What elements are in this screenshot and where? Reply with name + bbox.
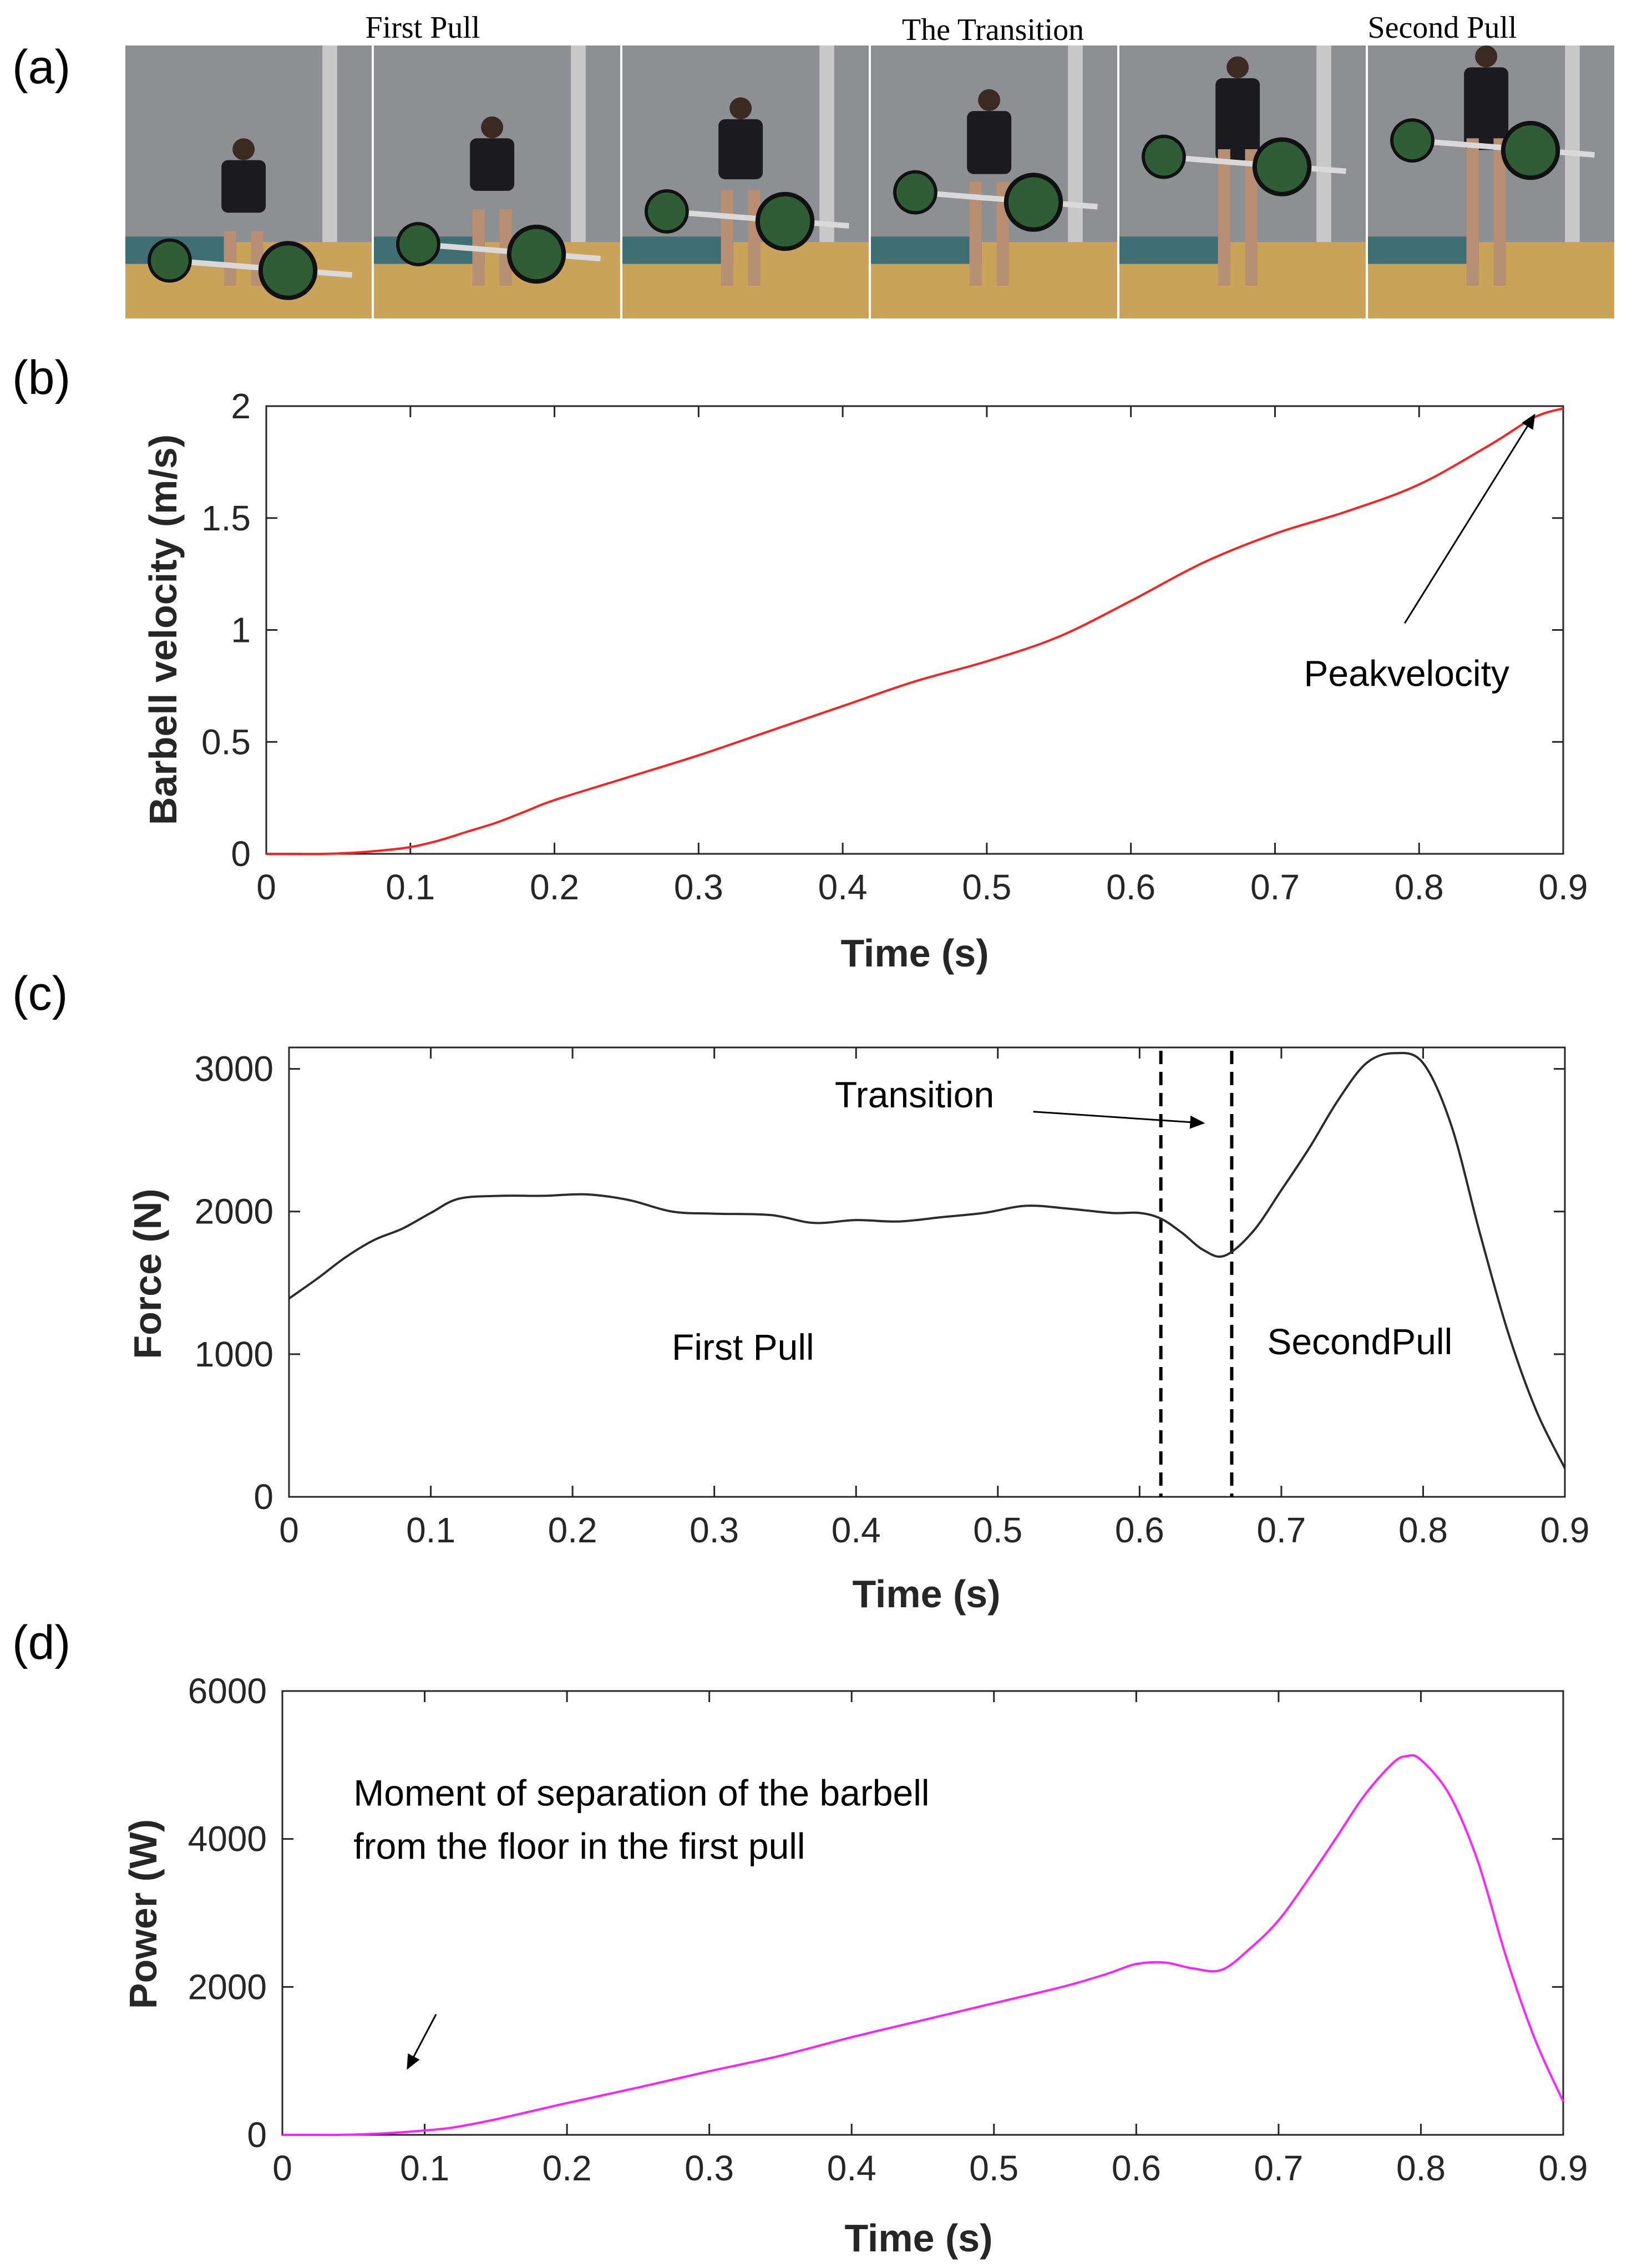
force-x-tick-label: 0.8: [1398, 1510, 1448, 1550]
power-x-tick-label: 0.2: [543, 2148, 592, 2188]
panel-label-a: (a): [12, 40, 70, 94]
force-y-tick-label: 3000: [195, 1049, 273, 1089]
photo-frame: [1119, 45, 1366, 318]
force-x-tick-label: 0.5: [973, 1510, 1022, 1550]
force-y-tick-label: 0: [254, 1477, 273, 1517]
photo-frame: [622, 45, 869, 318]
power-x-tick-label: 0: [272, 2148, 292, 2188]
power-y-axis-label: Power (W): [121, 1819, 165, 2009]
separation-arrow: [407, 2013, 437, 2070]
power-x-tick-label: 0.9: [1539, 2148, 1588, 2188]
force-y-tick-label: 2000: [195, 1192, 273, 1232]
power-chart: 0 0.1 0.2 0.3 0.4 0.5 0.6 0.7 0.8 0.9 0 2000 4000 600…: [121, 1671, 1588, 2260]
power-x-tick-label: 0.5: [969, 2148, 1018, 2188]
separation-label-line-1: Moment of separation of the barbell: [353, 1773, 929, 1814]
force-x-tick-label: 0.9: [1540, 1510, 1590, 1550]
panel-label-c: (c): [12, 967, 68, 1020]
separation-label-line-2: from the floor in the first pull: [353, 1826, 805, 1867]
force-x-tick-label: 0.3: [690, 1510, 739, 1550]
force-series-line: [288, 1052, 1566, 1469]
force-x-tick-label: 0.7: [1256, 1510, 1306, 1550]
power-y-tick-label: 6000: [188, 1671, 267, 1711]
photo-frame: [374, 45, 620, 318]
velocity-x-tick-label: 0.3: [674, 867, 723, 907]
photo-frame: [125, 45, 372, 318]
velocity-y-tick-label: 1: [231, 610, 251, 650]
power-x-tick-label: 0.3: [685, 2148, 734, 2188]
velocity-x-tick-label: 0.5: [962, 867, 1011, 907]
velocity-x-tick-label: 0.8: [1395, 867, 1444, 907]
photo-strip: First Pull The Transition Second Pull: [125, 11, 1614, 318]
velocity-x-tick-label: 0.2: [530, 867, 579, 907]
first-pull-label: First Pull: [672, 1327, 814, 1368]
velocity-chart: 0 0.1 0.2 0.3 0.4 0.5 0.6 0.7 0.8 0.9 0 0.5 1 1.5 2 Pe…: [141, 386, 1588, 975]
photo-title-second-pull: Second Pull: [1367, 11, 1517, 45]
velocity-x-axis-label: Time (s): [840, 932, 989, 975]
photo-frame: [871, 45, 1117, 318]
velocity-y-tick-label: 2: [231, 386, 251, 426]
velocity-x-tick-label: 0: [256, 867, 276, 907]
peak-velocity-arrow: [1403, 413, 1535, 624]
force-x-axis-label: Time (s): [852, 1572, 1000, 1616]
velocity-y-tick-label: 0: [231, 834, 251, 874]
power-plot-frame: [281, 1690, 1564, 2136]
force-x-tick-label: 0.6: [1115, 1510, 1164, 1550]
force-x-tick-label: 0.2: [548, 1510, 597, 1550]
transition-arrow: [1033, 1111, 1205, 1129]
power-x-tick-label: 0.4: [827, 2148, 876, 2188]
photo-title-first-pull: First Pull: [366, 11, 480, 45]
panel-label-b: (b): [12, 351, 70, 404]
velocity-y-axis-label: Barbell velocity (m/s): [141, 434, 185, 825]
force-y-axis-label: Force (N): [126, 1188, 169, 1359]
force-x-tick-label: 0: [279, 1510, 299, 1550]
power-x-tick-label: 0.8: [1396, 2148, 1446, 2188]
force-x-tick-label: 0.4: [832, 1510, 881, 1550]
panel-label-d: (d): [12, 1616, 70, 1669]
power-y-tick-label: 0: [247, 2115, 267, 2155]
velocity-series-line: [266, 407, 1564, 855]
power-y-tick-label: 4000: [188, 1819, 267, 1859]
velocity-y-tick-label: 0.5: [201, 722, 251, 762]
power-x-tick-label: 0.7: [1254, 2148, 1303, 2188]
power-y-tick-label: 2000: [188, 1967, 267, 2007]
force-x-tick-label: 0.1: [406, 1510, 455, 1550]
peak-velocity-label: Peakvelocity: [1304, 652, 1509, 693]
power-x-axis-label: Time (s): [844, 2216, 992, 2260]
power-x-tick-label: 0.6: [1112, 2148, 1161, 2188]
velocity-x-tick-label: 0.7: [1250, 867, 1300, 907]
velocity-x-tick-label: 0.9: [1539, 867, 1588, 907]
velocity-x-tick-label: 0.4: [818, 867, 868, 907]
photo-frame: [1368, 45, 1614, 318]
velocity-x-tick-label: 0.1: [386, 867, 435, 907]
force-chart: 0 0.1 0.2 0.3 0.4 0.5 0.6 0.7 0.8 0.9 0 1000 2000 300…: [126, 1046, 1590, 1616]
force-y-tick-label: 1000: [195, 1334, 273, 1374]
force-plot-frame: [288, 1046, 1566, 1498]
velocity-y-tick-label: 1.5: [201, 498, 251, 538]
transition-label: Transition: [835, 1074, 994, 1115]
second-pull-label: SecondPull: [1267, 1321, 1452, 1362]
power-x-tick-label: 0.1: [400, 2148, 449, 2188]
photo-title-transition: The Transition: [902, 13, 1084, 47]
velocity-x-tick-label: 0.6: [1106, 867, 1155, 907]
power-series-line: [282, 1754, 1564, 2137]
